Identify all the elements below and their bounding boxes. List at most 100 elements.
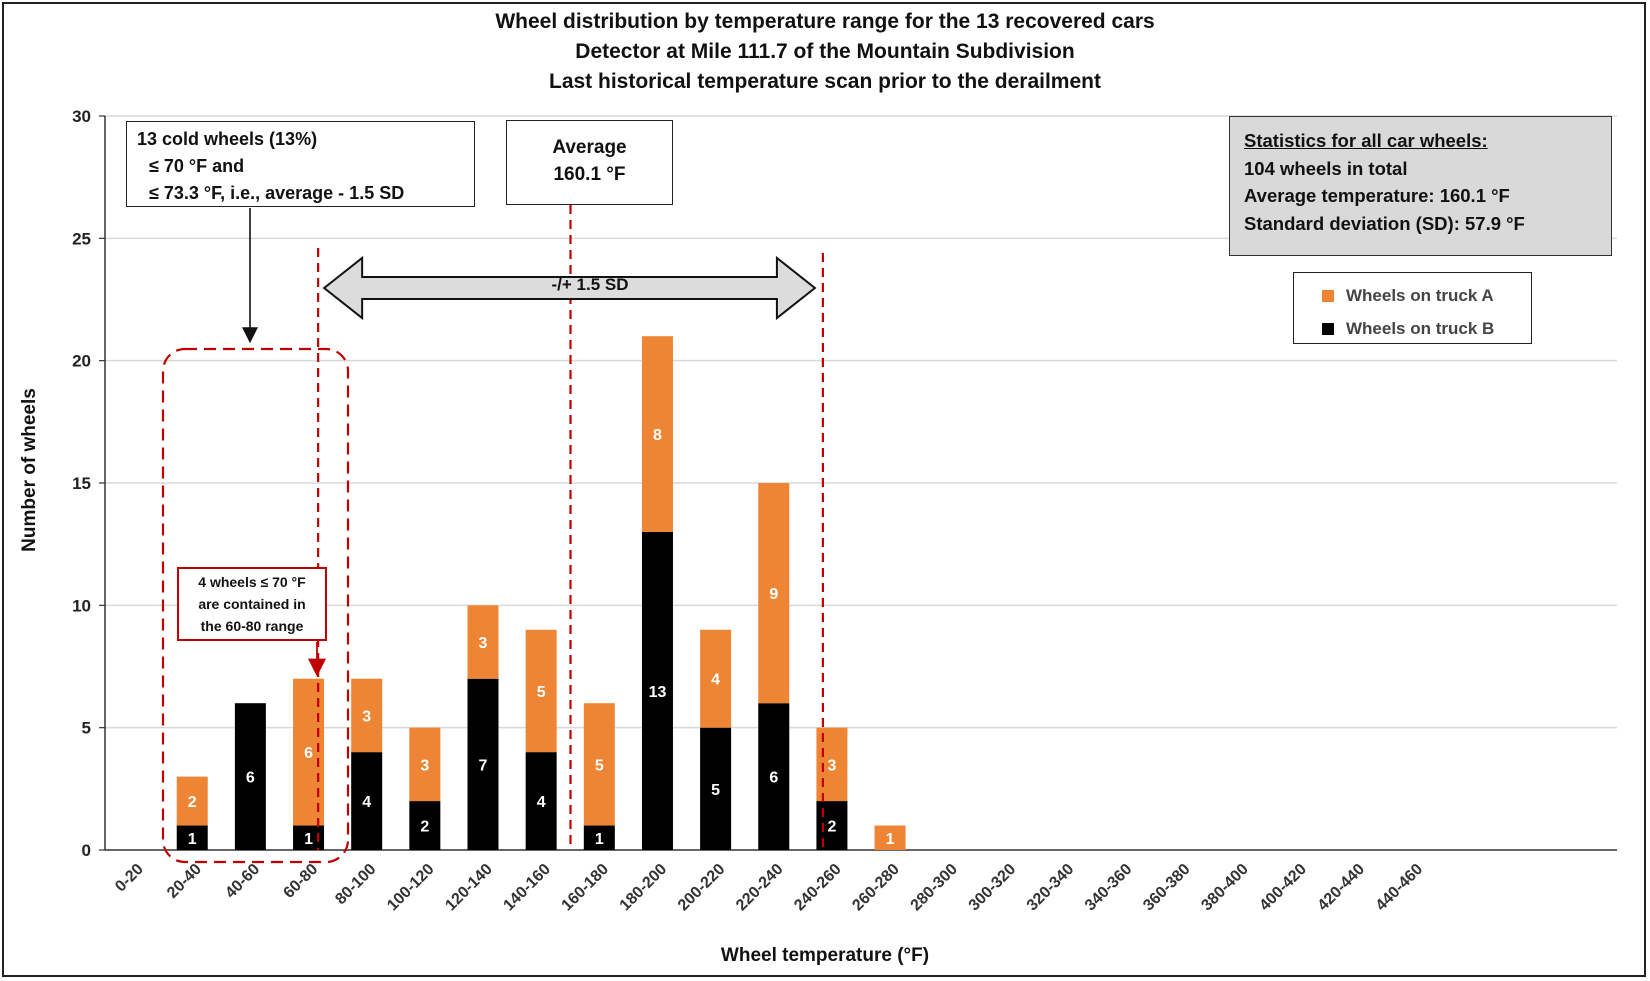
bar-truck-a: [758, 483, 790, 704]
bar-truck-a: [467, 605, 499, 679]
x-tick-label: 420-440: [1315, 861, 1369, 915]
y-tick-label: 0: [82, 841, 91, 860]
x-tick-label: 280-300: [908, 861, 962, 915]
bar-truck-a: [700, 629, 732, 728]
statistics-sd: Standard deviation (SD): 57.9 °F: [1244, 212, 1525, 234]
x-tick-label: 20-40: [164, 861, 205, 902]
x-tick-label: 120-140: [442, 861, 496, 915]
bar-label-truck-a: 1: [886, 831, 895, 848]
statistics-title: Statistics for all car wheels:: [1244, 130, 1488, 151]
x-tick-label: 100-120: [384, 861, 438, 915]
bar-label-truck-a: 9: [769, 586, 778, 603]
x-tick-label: 440-460: [1373, 861, 1427, 915]
bar-truck-b: [700, 727, 732, 850]
bar-label-truck-a: 5: [595, 757, 604, 774]
x-tick-label: 220-240: [733, 861, 787, 915]
chart-title-line-1: Wheel distribution by temperature range …: [495, 10, 1155, 33]
cold-callout-line-2: ≤ 70 °F and: [149, 156, 245, 176]
bar-truck-a: [874, 825, 906, 850]
legend-label-truck-b: Wheels on truck B: [1346, 319, 1495, 338]
average-callout-value: 160.1 °F: [553, 164, 626, 185]
x-tick-label: 160-180: [559, 861, 613, 915]
bar-label-truck-b: 6: [246, 770, 255, 787]
chart-legend: Wheels on truck A Wheels on truck B: [1293, 272, 1532, 344]
x-tick-label: 180-200: [617, 861, 671, 915]
x-tick-label: 0-20: [112, 861, 147, 896]
x-tick-label: 380-400: [1198, 861, 1252, 915]
bar-truck-b: [583, 825, 615, 850]
bar-truck-b: [409, 801, 441, 850]
bar-label-truck-a: 3: [479, 635, 488, 652]
x-tick-label: 340-360: [1082, 861, 1136, 915]
statistics-average: Average temperature: 160.1 °F: [1244, 185, 1510, 206]
bar-label-truck-b: 1: [304, 831, 313, 848]
bar-truck-b: [176, 825, 208, 850]
bar-label-truck-b: 7: [479, 757, 488, 774]
bar-truck-b: [525, 752, 557, 850]
sd-range-arrow: [322, 255, 817, 321]
x-tick-label: 300-320: [966, 861, 1020, 915]
bar-label-truck-b: 4: [537, 794, 546, 811]
x-tick-label: 200-220: [675, 861, 729, 915]
bar-label-truck-a: 5: [537, 684, 546, 701]
x-tick-label: 260-280: [849, 861, 903, 915]
bar-label-truck-a: 3: [827, 757, 836, 774]
x-tick-label: 240-260: [791, 861, 845, 915]
cold-callout-line-1: 13 cold wheels (13%): [137, 129, 318, 149]
bar-truck-a: [176, 776, 208, 826]
range-note-line-1: 4 wheels ≤ 70 °F: [198, 574, 306, 590]
bar-truck-b: [816, 801, 848, 850]
y-tick-label: 5: [82, 719, 91, 738]
bar-truck-a: [525, 629, 557, 753]
chart-title-line-3: Last historical temperature scan prior t…: [549, 70, 1101, 93]
bar-label-truck-b: 4: [362, 794, 371, 811]
legend-label-truck-a: Wheels on truck A: [1346, 286, 1494, 305]
bar-label-truck-b: 1: [595, 831, 604, 848]
legend-item-truck-b: Wheels on truck B: [1322, 312, 1531, 345]
x-tick-label: 140-160: [500, 861, 554, 915]
y-tick-label: 10: [72, 596, 91, 615]
bar-truck-b: [758, 703, 790, 850]
y-tick-label: 15: [72, 474, 91, 493]
y-tick-label: 20: [72, 352, 91, 371]
bar-label-truck-a: 6: [304, 745, 313, 762]
bar-truck-b: [641, 531, 673, 850]
bar-truck-a: [351, 678, 383, 753]
x-tick-label: 60-80: [280, 861, 321, 902]
legend-swatch-truck-b: [1322, 323, 1334, 335]
chart-title-line-2: Detector at Mile 111.7 of the Mountain S…: [575, 40, 1075, 63]
bar-truck-a: [816, 727, 848, 802]
bar-truck-a: [641, 336, 673, 532]
bar-truck-b: [234, 703, 266, 850]
bar-truck-a: [409, 727, 441, 802]
bar-truck-a: [583, 703, 615, 826]
range-note-line-3: the 60-80 range: [200, 618, 304, 634]
cold-callout-line-3: ≤ 73.3 °F, i.e., average - 1.5 SD: [149, 183, 405, 203]
cold-range-highlight: [161, 347, 350, 864]
y-tick-label: 30: [72, 107, 91, 126]
x-tick-label: 320-340: [1024, 861, 1078, 915]
x-tick-label: 40-60: [222, 861, 263, 902]
bar-label-truck-a: 4: [711, 672, 720, 689]
x-axis-label: Wheel temperature (°F): [720, 945, 930, 966]
x-tick-label: 80-100: [332, 861, 379, 908]
statistics-box: Statistics for all car wheels: 104 wheel…: [1229, 116, 1612, 256]
average-callout-label: Average: [552, 137, 627, 158]
average-callout: Average 160.1 °F: [506, 120, 673, 205]
legend-item-truck-a: Wheels on truck A: [1322, 279, 1531, 312]
bar-label-truck-a: 3: [420, 757, 429, 774]
bar-label-truck-b: 5: [711, 782, 720, 799]
bar-label-truck-a: 8: [653, 427, 662, 444]
bar-label-truck-b: 13: [649, 684, 667, 701]
sd-arrow-label: -/+ 1.5 SD: [551, 275, 629, 294]
bar-label-truck-a: 2: [188, 794, 197, 811]
bar-label-truck-b: 2: [827, 819, 836, 836]
x-tick-label: 400-420: [1256, 861, 1310, 915]
range-note-callout: 4 wheels ≤ 70 °F are contained in the 60…: [177, 567, 327, 641]
cold-wheels-callout: 13 cold wheels (13%) ≤ 70 °F and ≤ 73.3 …: [126, 121, 475, 207]
bar-label-truck-a: 3: [362, 708, 371, 725]
legend-swatch-truck-a: [1322, 290, 1334, 302]
bar-label-truck-b: 1: [188, 831, 197, 848]
